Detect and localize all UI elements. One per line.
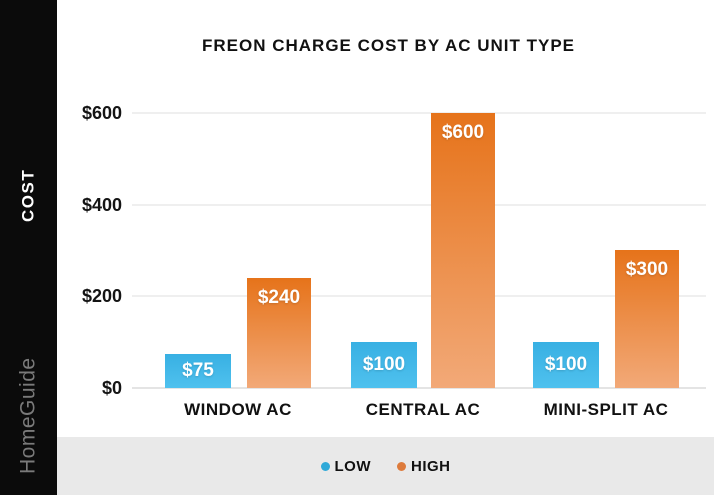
y-tick-label: $0 (101, 378, 122, 398)
gridline-200 (132, 295, 706, 298)
legend-strip: LOW HIGH (57, 437, 714, 495)
bar-value-label: $100 (362, 354, 406, 375)
legend-dot-low-icon (320, 461, 330, 471)
bar-low-mini-split-ac: $100 (533, 342, 599, 388)
bar-value-label: $240 (257, 287, 301, 308)
y-tick-label: $400 (81, 194, 122, 215)
legend-label: HIGH (411, 457, 451, 475)
x-category-label-window-ac: WINDOW AC (184, 400, 292, 419)
left-rail: COST HomeGuide (0, 0, 57, 495)
bar-high-window-ac: $240 (247, 278, 311, 388)
bar-value-label: $100 (544, 354, 588, 375)
y-tick-label: $200 (81, 286, 122, 307)
gridline-400 (132, 203, 706, 206)
x-category-label-central-ac: CENTRAL AC (365, 400, 481, 419)
bar-value-label: $300 (625, 259, 669, 280)
legend-dot-high-icon (397, 461, 406, 471)
legend-label: LOW (334, 457, 371, 475)
bar-value-label: $75 (182, 360, 214, 381)
bar-high-central-ac: $600 (431, 113, 495, 388)
bar-low-central-ac: $100 (351, 342, 417, 388)
x-axis-baseline (132, 387, 706, 389)
bar-low-window-ac: $75 (165, 354, 231, 388)
legend-item-high: HIGH (397, 458, 451, 475)
y-tick-label: $600 (81, 103, 122, 123)
chart-title: FREON CHARGE COST BY AC UNIT TYPE (201, 36, 576, 55)
gridline-600 (132, 112, 706, 114)
bar-high-mini-split-ac: $300 (615, 250, 679, 388)
x-category-label-mini-split-ac: MINI-SPLIT AC (543, 400, 669, 419)
bar-value-label: $600 (441, 122, 485, 143)
legend-item-low: LOW (320, 457, 372, 475)
